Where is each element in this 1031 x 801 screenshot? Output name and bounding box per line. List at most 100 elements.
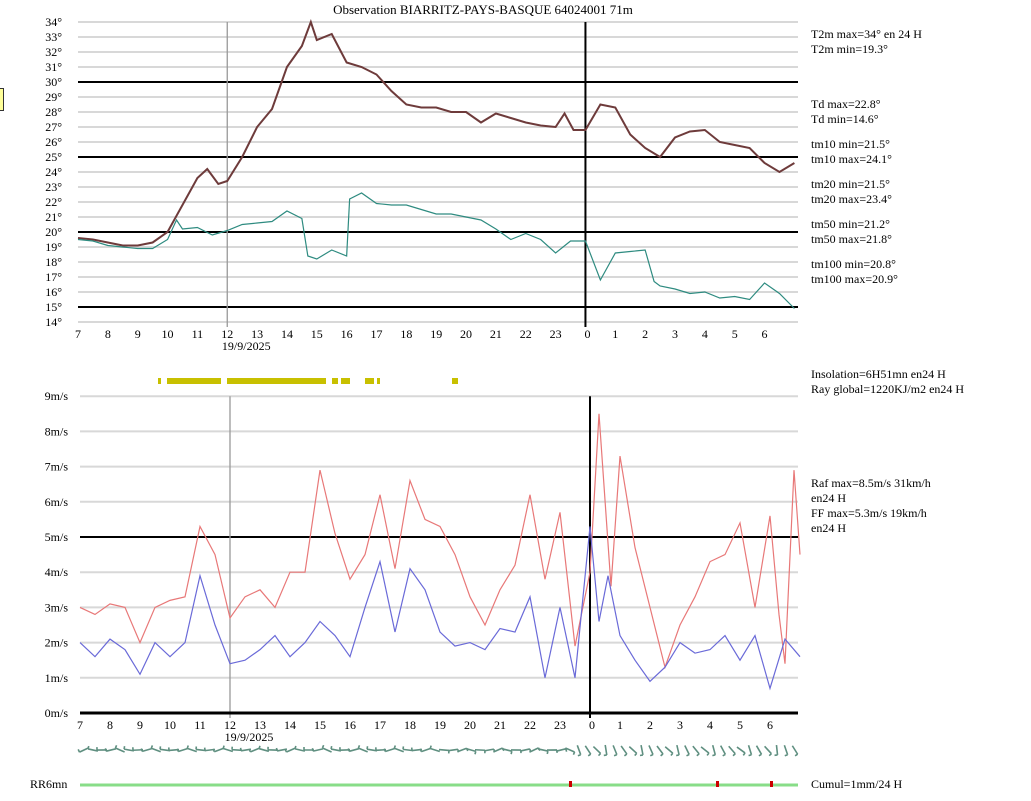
wind-direction-icon: [248, 747, 260, 753]
wind-direction-icon: [783, 745, 789, 757]
y-tick-label: 6m/s: [45, 495, 69, 509]
y-tick-label: 2m/s: [45, 636, 69, 650]
wind-direction-icon: [501, 748, 513, 755]
x-tick-label: 10: [164, 718, 176, 732]
y-tick-label: 0m/s: [45, 706, 69, 720]
stat-label: tm10 max=24.1°: [811, 152, 892, 166]
y-tick-label: 4m/s: [45, 565, 69, 579]
x-tick-label: 6: [762, 327, 768, 341]
series-raf-line: [79, 413, 801, 670]
insolation-bar: [332, 378, 338, 384]
y-tick-label: 16°: [45, 285, 62, 299]
wind-direction-icon: [186, 745, 197, 753]
stat-label: Td min=14.6°: [811, 112, 879, 126]
insolation-bar: [377, 378, 380, 384]
x-tick-label: 21: [494, 718, 506, 732]
wind-direction-icon: [684, 745, 690, 757]
x-tick-label: 19: [430, 327, 442, 341]
stat-label: en24 H: [811, 491, 846, 505]
insolation-bar: [365, 378, 374, 384]
wind-direction-icon: [612, 745, 618, 757]
rain-cumul-label: Cumul=1mm/24 H: [811, 777, 902, 791]
wind-direction-icon: [537, 748, 549, 755]
wind-direction-icon: [465, 747, 477, 755]
x-tick-label: 15: [311, 327, 323, 341]
wind-direction-icon: [222, 745, 234, 753]
x-tick-label: 1: [612, 327, 618, 341]
x-tick-label: 23: [550, 327, 562, 341]
y-tick-label: 32°: [45, 45, 62, 59]
y-tick-label: 30°: [45, 75, 62, 89]
wind-direction-icon: [474, 748, 486, 754]
x-tick-label: 20: [464, 718, 476, 732]
wind-direction-icon: [176, 747, 189, 753]
wind-direction-icon: [692, 745, 700, 757]
y-tick-label: 3m/s: [45, 600, 69, 614]
wind-direction-icon: [104, 748, 117, 752]
x-tick-label: 12: [224, 718, 236, 732]
insolation-bar: [452, 378, 458, 384]
x-tick-label: 3: [677, 718, 683, 732]
wind-direction-icon: [150, 745, 161, 753]
x-tick-label: 4: [707, 718, 713, 732]
stat-label: tm20 min=21.5°: [811, 177, 890, 191]
y-tick-label: 33°: [45, 30, 62, 44]
insolation-bar: [167, 378, 221, 384]
wind-direction-icon: [620, 745, 628, 757]
stat-label: tm100 max=20.9°: [811, 272, 898, 286]
wind-direction-icon: [311, 748, 324, 752]
rain-label: RR6mn: [30, 777, 67, 791]
x-tick-label: 17: [371, 327, 383, 341]
stat-label: T2m min=19.3°: [811, 42, 888, 56]
x-tick-label: 5: [737, 718, 743, 732]
x-tick-label: 11: [194, 718, 206, 732]
wind-direction-icon: [764, 745, 772, 757]
x-tick-label: 10: [162, 327, 174, 341]
y-tick-label: 29°: [45, 90, 62, 104]
wind-direction-icon: [383, 747, 396, 753]
y-tick-label: 34°: [45, 15, 62, 29]
wind-direction-icon: [438, 748, 450, 754]
y-tick-label: 18°: [45, 255, 62, 269]
y-tick-label: 23°: [45, 180, 62, 194]
y-tick-label: 1m/s: [45, 671, 69, 685]
series-t2m-line: [77, 18, 795, 247]
wind-direction-icon: [664, 746, 674, 757]
wind-direction-icon: [114, 744, 125, 753]
wind-direction-icon: [565, 747, 576, 756]
x-tick-label: 17: [374, 718, 386, 732]
y-tick-label: 5m/s: [45, 530, 69, 544]
insolation-bar: [158, 378, 161, 384]
x-tick-label: 21: [490, 327, 502, 341]
stat-label: tm100 min=20.8°: [811, 257, 896, 271]
x-tick-label: 22: [520, 327, 532, 341]
wind-direction-icon: [294, 745, 306, 752]
x-tick-label: 9: [135, 327, 141, 341]
chart-title: Observation BIARRITZ-PAYS-BASQUE 6402400…: [333, 2, 633, 17]
stat-label: Td max=22.8°: [811, 97, 881, 111]
wind-direction-icon: [576, 745, 582, 757]
wind-direction-icon: [711, 744, 717, 757]
date-label: 19/9/2025: [225, 730, 274, 744]
x-tick-label: 14: [284, 718, 296, 732]
series-td-line: [77, 192, 795, 309]
wind-direction-icon: [347, 747, 360, 753]
y-tick-label: 7m/s: [45, 460, 69, 474]
wind-direction-icon: [736, 746, 746, 756]
wind-direction-icon: [648, 745, 654, 757]
x-tick-label: 3: [672, 327, 678, 341]
stat-label: FF max=5.3m/s 19km/h: [811, 506, 927, 520]
wind-direction-icon: [123, 746, 135, 752]
wind-direction-icon: [728, 745, 736, 757]
rain-mark: [770, 781, 773, 787]
wind-direction-icon: [700, 746, 710, 756]
x-tick-label: 8: [107, 718, 113, 732]
stat-label: T2m max=34° en 24 H: [811, 27, 922, 41]
wind-direction-icon: [719, 745, 727, 757]
y-tick-label: 26°: [45, 135, 62, 149]
x-tick-label: 0: [589, 718, 595, 732]
y-tick-label: 22°: [45, 195, 62, 209]
wind-direction-icon: [628, 746, 638, 757]
wind-direction-icon: [656, 745, 664, 757]
wind-direction-icon: [330, 745, 342, 752]
